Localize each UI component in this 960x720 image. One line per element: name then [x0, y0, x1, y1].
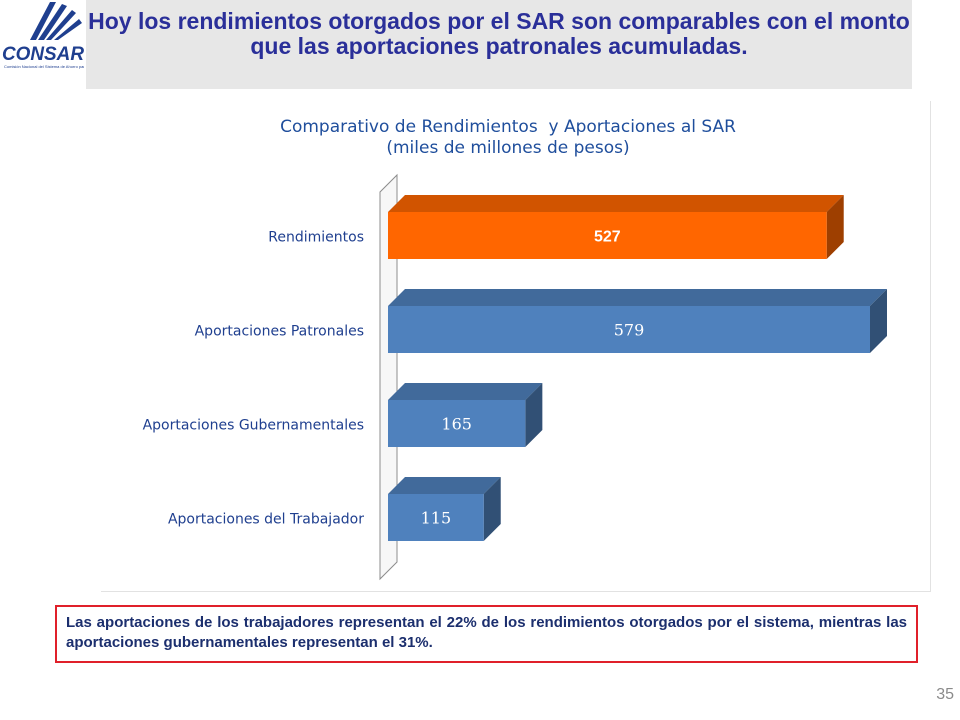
logo-subtitle: Comisión Nacional del Sistema de Ahorro …	[4, 64, 84, 69]
chart-panel: Comparativo de Rendimientos y Aportacion…	[101, 101, 931, 592]
bar-0	[388, 195, 844, 259]
note-box: Las aportaciones de los trabajadores rep…	[55, 605, 918, 663]
bar-2	[388, 383, 543, 447]
bar-top-face	[388, 477, 501, 494]
bar-front-face	[388, 400, 526, 447]
logo-name: CONSAR	[2, 44, 84, 65]
bar-front-face	[388, 494, 484, 541]
bar-value-label: 115	[421, 509, 452, 528]
chart-subtitle: (miles de millones de pesos)	[386, 138, 629, 158]
category-label: Aportaciones Gubernamentales	[143, 418, 364, 434]
page-title: Hoy los rendimientos otorgados por el SA…	[88, 8, 910, 59]
bar-front-face	[388, 212, 827, 259]
bar-side-face	[870, 289, 887, 353]
bar-value-label: 527	[594, 229, 621, 246]
bar-value-label: 579	[614, 321, 645, 340]
bar-top-face	[388, 195, 844, 212]
note-text: Las aportaciones de los trabajadores rep…	[66, 614, 907, 651]
bar-top-face	[388, 289, 887, 306]
bar-1	[388, 289, 887, 353]
page-number: 35	[936, 686, 954, 703]
chart-axis-wall	[379, 173, 398, 581]
bar-chart: Comparativo de Rendimientos y Aportacion…	[143, 117, 887, 581]
bar-side-face	[483, 477, 501, 541]
chart-title: Comparativo de Rendimientos y Aportacion…	[280, 117, 736, 137]
category-label: Rendimientos	[268, 230, 364, 246]
category-label: Aportaciones del Trabajador	[168, 512, 364, 528]
category-label: Aportaciones Patronales	[195, 324, 364, 340]
bar-side-face	[826, 195, 844, 259]
bar-value-label: 165	[441, 415, 472, 434]
consar-logo: CONSAR Comisión Nacional del Sistema de …	[0, 0, 86, 90]
bar-3	[388, 477, 501, 541]
consar-rays-logo-icon: CONSAR	[2, 2, 84, 65]
header-banner: Hoy los rendimientos otorgados por el SA…	[86, 0, 912, 89]
bar-top-face	[388, 383, 543, 400]
bar-front-face	[388, 306, 870, 353]
bar-side-face	[525, 383, 543, 447]
